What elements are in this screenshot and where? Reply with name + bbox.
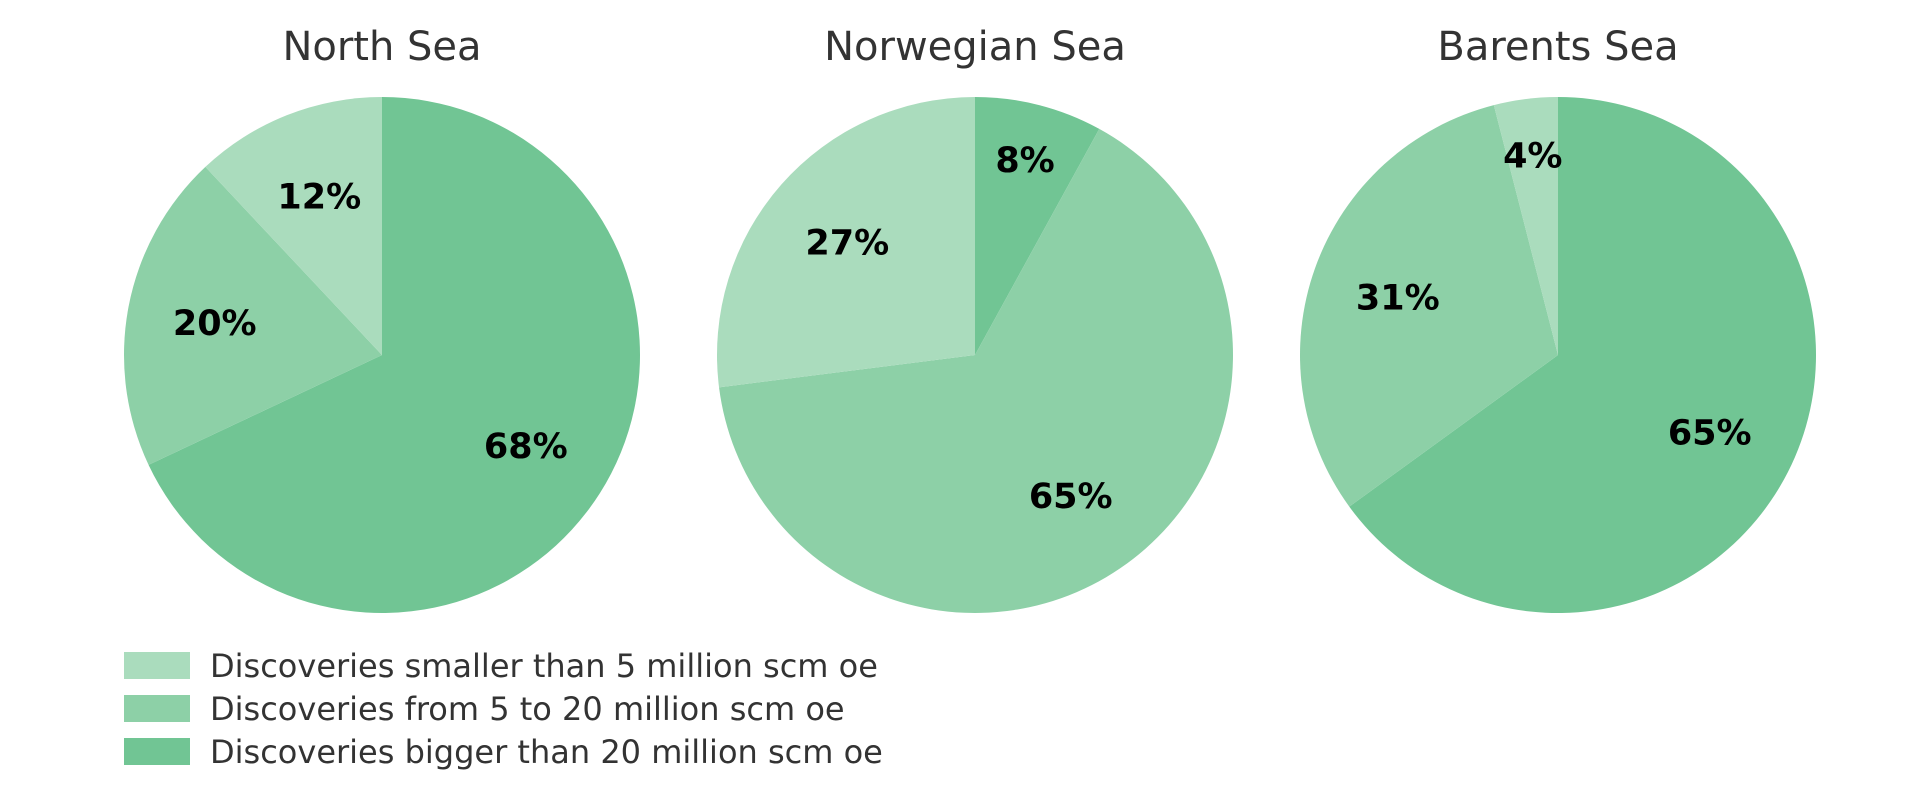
slice-norwegian-sea-large: [975, 97, 1100, 355]
slice-label-barents-sea-small: 4%: [1503, 136, 1562, 176]
pie-barents-sea: Barents Sea 65% 31% 4%: [1299, 24, 1816, 613]
slice-north-sea-medium: [124, 166, 382, 465]
pie-title-north-sea: North Sea: [282, 24, 481, 70]
slice-north-sea-large: [148, 97, 640, 613]
legend-item-large: Discoveries bigger than 20 million scm o…: [124, 730, 883, 773]
legend-swatch-medium: [124, 695, 190, 722]
slice-label-norwegian-sea-large: 8%: [995, 141, 1054, 181]
slice-label-north-sea-small: 12%: [277, 178, 361, 218]
slice-label-north-sea-large: 68%: [484, 427, 568, 467]
slice-label-north-sea-medium: 20%: [173, 304, 257, 344]
slice-norwegian-sea-small: [717, 97, 975, 388]
slice-label-barents-sea-large: 65%: [1668, 413, 1752, 453]
legend-item-medium: Discoveries from 5 to 20 million scm oe: [124, 687, 883, 730]
legend-swatch-large: [124, 738, 190, 765]
slice-barents-sea-medium: [1299, 105, 1558, 507]
pie-norwegian-sea: Norwegian Sea 8% 65% 27%: [717, 24, 1233, 613]
slice-label-barents-sea-medium: 31%: [1356, 278, 1440, 318]
slice-norwegian-sea-medium: [719, 128, 1233, 613]
legend-item-small: Discoveries smaller than 5 million scm o…: [124, 644, 883, 687]
slice-barents-sea-large: [1349, 97, 1816, 613]
pie-title-norwegian-sea: Norwegian Sea: [824, 24, 1126, 70]
slice-north-sea-small: [205, 97, 382, 355]
slice-label-norwegian-sea-medium: 65%: [1029, 477, 1113, 517]
legend-label-medium: Discoveries from 5 to 20 million scm oe: [210, 689, 845, 728]
slice-label-norwegian-sea-small: 27%: [805, 223, 889, 263]
legend-swatch-small: [124, 652, 190, 679]
legend: Discoveries smaller than 5 million scm o…: [124, 644, 883, 773]
pie-north-sea: North Sea 68% 20% 12%: [124, 24, 640, 613]
legend-label-small: Discoveries smaller than 5 million scm o…: [210, 646, 878, 685]
slice-barents-sea-small: [1493, 97, 1558, 355]
legend-label-large: Discoveries bigger than 20 million scm o…: [210, 732, 883, 771]
pie-title-barents-sea: Barents Sea: [1437, 24, 1678, 70]
